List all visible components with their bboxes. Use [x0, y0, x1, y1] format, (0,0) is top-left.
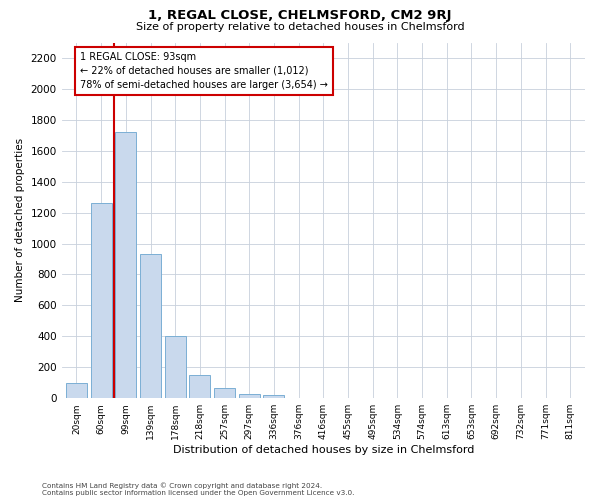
Bar: [91, 204, 112, 398]
X-axis label: Distribution of detached houses by size in Chelmsford: Distribution of detached houses by size …: [173, 445, 474, 455]
Text: Contains HM Land Registry data © Crown copyright and database right 2024.: Contains HM Land Registry data © Crown c…: [42, 482, 322, 489]
Text: 1, REGAL CLOSE, CHELMSFORD, CM2 9RJ: 1, REGAL CLOSE, CHELMSFORD, CM2 9RJ: [148, 9, 452, 22]
Bar: [66, 382, 87, 398]
Bar: [165, 336, 186, 398]
Bar: [190, 375, 211, 398]
Text: 1 REGAL CLOSE: 93sqm
← 22% of detached houses are smaller (1,012)
78% of semi-de: 1 REGAL CLOSE: 93sqm ← 22% of detached h…: [80, 52, 328, 90]
Bar: [214, 388, 235, 398]
Bar: [115, 132, 136, 398]
Text: Contains public sector information licensed under the Open Government Licence v3: Contains public sector information licen…: [42, 490, 355, 496]
Bar: [239, 394, 260, 398]
Bar: [140, 254, 161, 398]
Text: Size of property relative to detached houses in Chelmsford: Size of property relative to detached ho…: [136, 22, 464, 32]
Bar: [263, 395, 284, 398]
Y-axis label: Number of detached properties: Number of detached properties: [15, 138, 25, 302]
